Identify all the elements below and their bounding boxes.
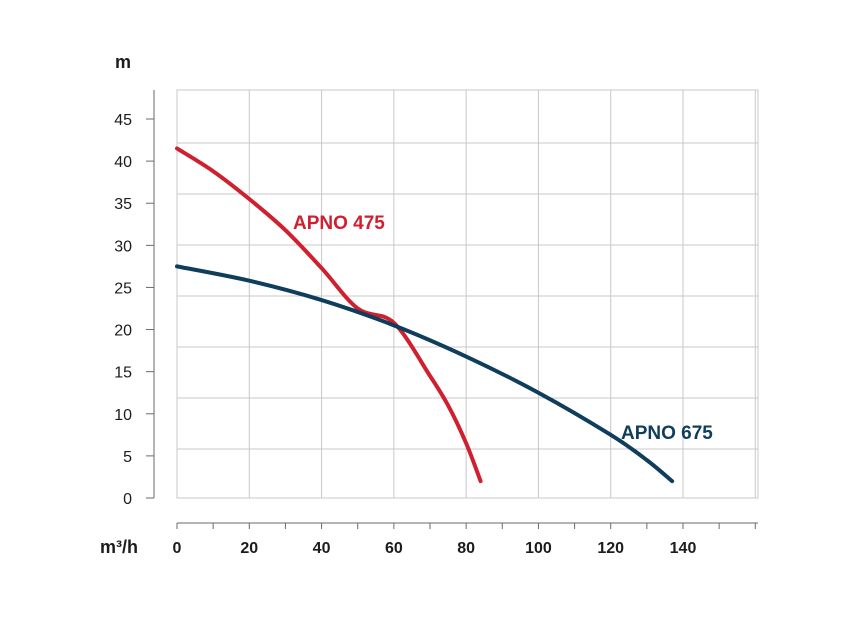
series-lines	[175, 146, 675, 484]
y-tick-label: 10	[114, 407, 132, 424]
x-axis-title: m³/h	[100, 537, 138, 557]
x-tick-label: 0	[173, 540, 182, 557]
y-tick-label: 35	[114, 196, 132, 213]
plot-border	[176, 89, 759, 499]
series-line-1	[175, 146, 483, 484]
axes: 0 5 10 15 20 25 30 35 40 45 0 20 40 60 80 100 120 140	[114, 90, 758, 557]
grid	[176, 89, 759, 499]
y-tick-label: 0	[123, 491, 132, 508]
x-tick-label: 100	[525, 540, 552, 557]
series-label: APNO 475	[293, 213, 385, 234]
x-tick-label: 120	[597, 540, 624, 557]
y-axis-title: m	[115, 52, 131, 72]
x-tick-label: 20	[240, 540, 258, 557]
y-tick-label: 15	[114, 365, 132, 382]
x-tick-label: 80	[457, 540, 475, 557]
y-tick-label: 20	[114, 323, 132, 340]
y-tick-label: 45	[114, 112, 132, 129]
y-tick-label: 25	[114, 280, 132, 297]
y-tick-label: 40	[114, 154, 132, 171]
x-tick-label: 40	[313, 540, 331, 557]
labels: APNO 475 APNO 675	[293, 213, 713, 444]
y-tick-label: 30	[114, 238, 132, 255]
x-tick-label: 60	[385, 540, 403, 557]
series-label: APNO 675	[621, 423, 713, 444]
x-tick-label: 140	[670, 540, 697, 557]
series-line-2	[175, 264, 675, 484]
y-tick-label: 5	[123, 449, 132, 466]
